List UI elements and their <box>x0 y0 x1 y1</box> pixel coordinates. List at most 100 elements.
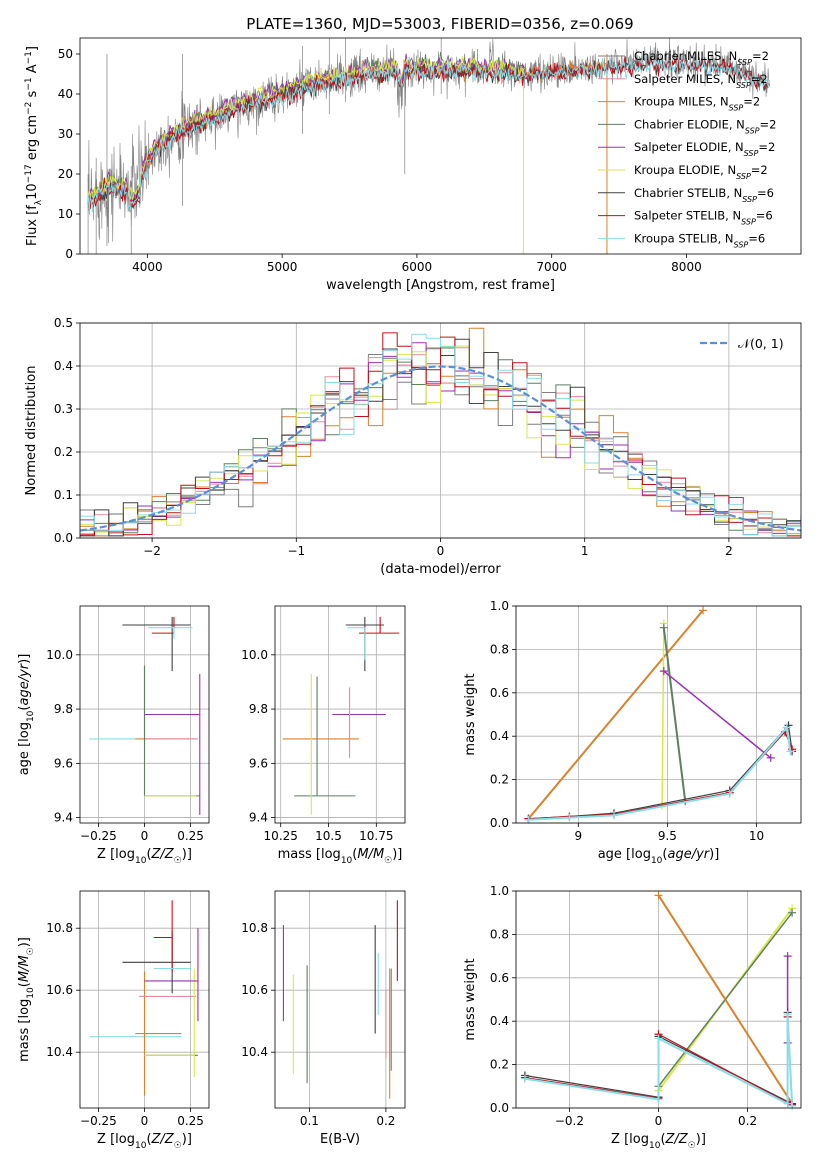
x-tick-label: 0.1 <box>300 1114 319 1128</box>
x-tick-label: 0 <box>141 829 149 843</box>
x-tick-label: −0.2 <box>555 1114 584 1128</box>
weight-line <box>524 1014 794 1106</box>
x-tick-label: 0.25 <box>177 1114 204 1128</box>
x-tick-label: 10 <box>749 829 764 843</box>
mass-vs-metallicity-panel-y-label: mass [log10(M/M☉)] <box>17 937 36 1062</box>
age-vs-mass-panel: 10.25 10.5 10.75 9.4 9.6 9.8 10.0 mass [log10(M… <box>241 605 406 866</box>
residual-histogram <box>80 332 801 537</box>
spectrum-x-label: wavelength [Angstrom, rest frame] <box>326 278 555 293</box>
y-tick-label: 9.6 <box>249 756 268 770</box>
normal-curve <box>80 365 801 532</box>
legend-label: Chabrier MILES, NSSP=2 <box>634 49 769 67</box>
y-tick-label: 0.0 <box>54 531 73 545</box>
age-vs-mass-panel-x-label: mass [log10(M/M☉)] <box>278 847 403 866</box>
mass-vs-metallicity-panel-x-label: Z [log10(Z/Z☉)] <box>97 1132 192 1151</box>
x-tick-label: 6000 <box>402 260 433 274</box>
weight-vs-metallicity-panel: −0.2 0 0.2 0.0 0.2 0.4 0.6 0.8 1.0 Z [log10(Z/Z☉)… <box>463 884 802 1151</box>
age-vs-metallicity-panel-x-label: Z [log10(Z/Z☉)] <box>97 847 192 866</box>
weight-marker <box>699 606 708 615</box>
y-tick-label: 10.4 <box>46 1045 73 1059</box>
x-tick-label: −0.25 <box>80 1114 117 1128</box>
y-tick-label: 10.0 <box>241 648 268 662</box>
y-tick-label: 50 <box>58 47 73 61</box>
x-tick-label: 2 <box>725 544 733 558</box>
y-tick-label: 10.4 <box>241 1045 268 1059</box>
axes-frame <box>79 37 802 255</box>
age-vs-metallicity-panel-y-label: age [log10(age/yr)] <box>17 654 36 776</box>
x-tick-label: 0.2 <box>738 1114 757 1128</box>
weight-marker <box>659 667 668 676</box>
y-tick-label: 0.3 <box>54 402 73 416</box>
y-tick-label: 0.4 <box>490 729 509 743</box>
mass-vs-ebv-panel: 0.1 0.2 10.4 10.6 10.8 E(B-V) <box>241 890 406 1147</box>
x-tick-label: 8000 <box>671 260 702 274</box>
weight-marker <box>782 723 791 732</box>
weight-vs-age-panel-x-label: age [log10(age/yr)] <box>598 847 720 866</box>
residual-y-label: Normed distribution <box>24 366 39 496</box>
y-tick-label: 10 <box>58 207 73 221</box>
x-tick-label: −0.25 <box>80 829 117 843</box>
y-tick-label: 0.0 <box>490 1101 509 1115</box>
weight-marker <box>783 1010 792 1019</box>
x-tick-label: 4000 <box>132 260 163 274</box>
y-tick-label: 0.2 <box>490 1058 509 1072</box>
weight-vs-age-panel-y-label: mass weight <box>463 673 478 755</box>
y-tick-label: 0.2 <box>490 773 509 787</box>
y-tick-label: 0.8 <box>490 642 509 656</box>
x-tick-label: 0 <box>655 1114 663 1128</box>
weight-marker <box>725 789 734 798</box>
weight-vs-metallicity-panel-y-label: mass weight <box>463 958 478 1040</box>
weight-vs-metallicity-panel-x-label: Z [log10(Z/Z☉)] <box>611 1132 706 1151</box>
y-tick-label: 30 <box>58 127 73 141</box>
weight-marker <box>659 623 668 632</box>
x-tick-label: 5000 <box>267 260 298 274</box>
axes-frame <box>79 890 210 1109</box>
legend-label: Salpeter STELIB, NSSP=6 <box>634 209 773 227</box>
y-tick-label: 0.4 <box>54 359 73 373</box>
y-tick-label: 10.8 <box>46 921 73 935</box>
x-tick-label: −2 <box>143 544 161 558</box>
axes-frame <box>515 890 802 1109</box>
weight-line <box>663 670 772 759</box>
x-tick-label: 1 <box>581 544 589 558</box>
spectrum-panel: 4000 5000 6000 7000 8000 0 10 20 30 40 50 Chabrier … <box>24 37 802 293</box>
weight-marker <box>654 891 663 900</box>
axes-frame <box>274 605 406 824</box>
x-tick-label: 0 <box>141 1114 149 1128</box>
figure-title: PLATE=1360, MJD=53003, FIBERID=0356, z=0… <box>246 15 633 33</box>
spectrum-y-label: Flux [fλ10−17 erg cm−2 s−1 A−1] <box>24 46 44 246</box>
y-tick-label: 9.4 <box>54 811 73 825</box>
legend-label: Chabrier ELODIE, NSSP=2 <box>634 117 776 135</box>
weight-line <box>661 623 665 806</box>
axes-frame <box>79 322 802 539</box>
weight-marker <box>783 1099 792 1108</box>
weight-line <box>528 725 792 821</box>
legend-label: Kroupa ELODIE, NSSP=2 <box>634 163 768 181</box>
age-vs-metallicity-panel: −0.25 0 0.25 9.4 9.6 9.8 10.0 Z [log10(Z/Z☉)] ag… <box>17 605 210 866</box>
y-tick-label: 0 <box>65 247 73 261</box>
weight-marker <box>565 813 574 822</box>
x-tick-label: 9.5 <box>658 829 677 843</box>
x-tick-label: 0 <box>437 544 445 558</box>
x-tick-label: 10.25 <box>264 829 298 843</box>
y-tick-label: 9.6 <box>54 756 73 770</box>
y-tick-label: 0.6 <box>490 686 509 700</box>
mass-vs-ebv-panel-x-label: E(B-V) <box>320 1132 360 1147</box>
y-tick-label: 0.1 <box>54 488 73 502</box>
weight-marker <box>766 753 775 762</box>
y-tick-label: 10.6 <box>46 983 73 997</box>
x-tick-label: 10.5 <box>315 829 342 843</box>
y-tick-label: 0.2 <box>54 445 73 459</box>
y-tick-label: 40 <box>58 87 73 101</box>
residual-panel: −2 −1 0 1 2 0.0 0.1 0.2 0.3 0.4 0.5 𝒩(0, 1) (data-mo… <box>24 316 802 577</box>
y-tick-label: 9.4 <box>249 811 268 825</box>
axes-frame <box>79 605 210 824</box>
x-tick-label: 7000 <box>536 260 567 274</box>
weight-marker <box>783 952 792 961</box>
legend-label: Salpeter MILES, NSSP=2 <box>634 72 768 90</box>
weight-marker <box>788 1101 797 1110</box>
weight-line <box>528 730 793 820</box>
model-spectrum <box>87 54 770 212</box>
weight-marker <box>609 811 618 820</box>
model-spectrum <box>87 53 770 213</box>
